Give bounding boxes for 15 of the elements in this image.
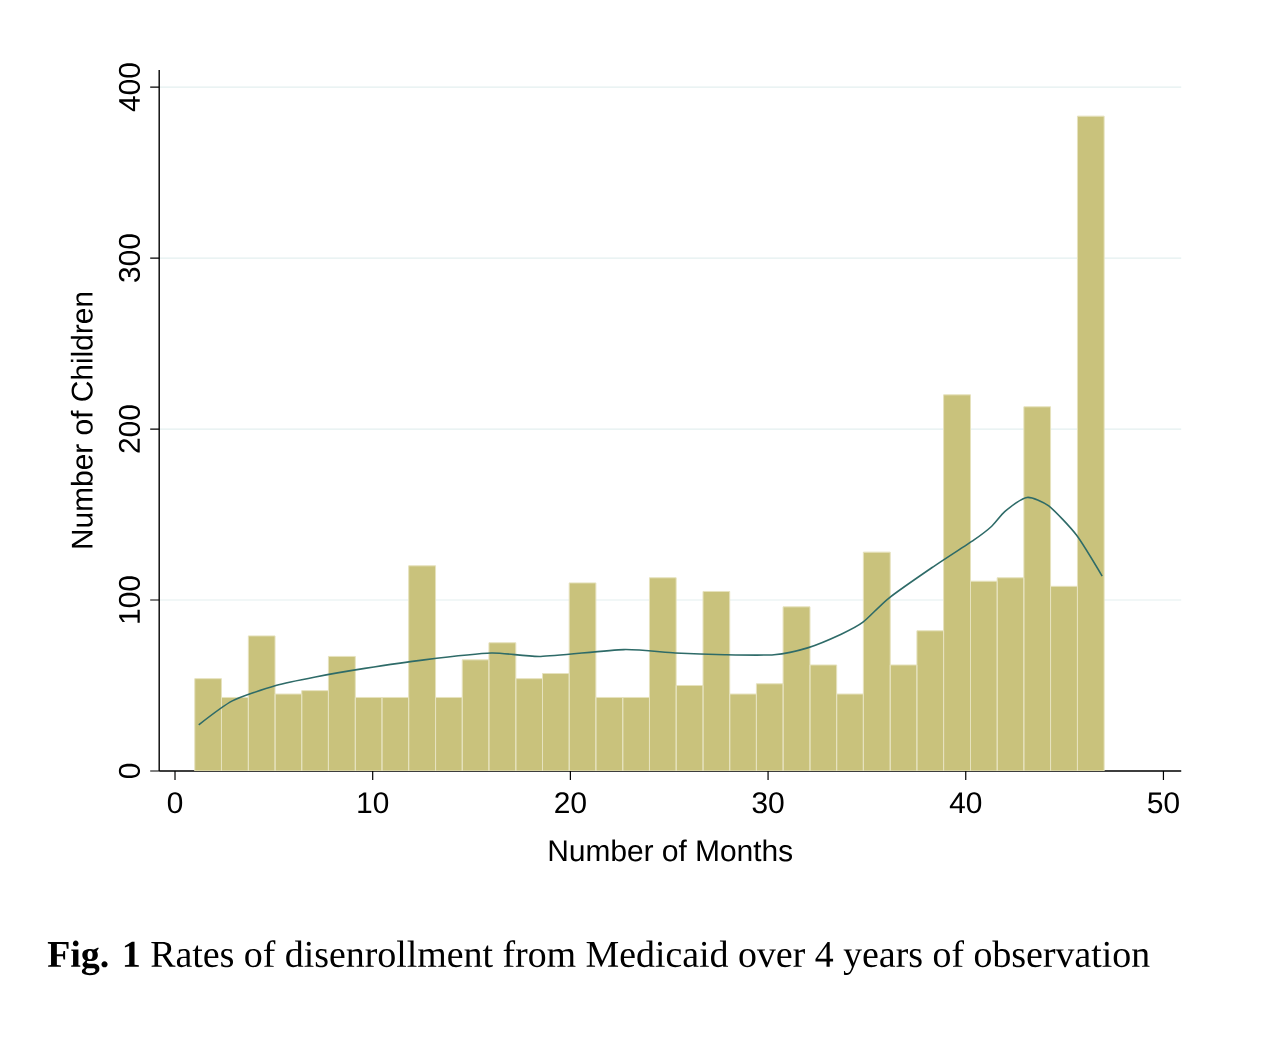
y-tick-label: 100: [118, 576, 141, 623]
y-tick-label: 400: [118, 63, 141, 112]
y-tick-label: 200: [118, 405, 141, 453]
x-tick-label: 10: [358, 792, 389, 814]
y-tick-label: 0: [118, 763, 141, 779]
y-tick-label: 300: [118, 234, 141, 282]
x-tick-label: 30: [752, 792, 784, 814]
x-tick-label: 0: [167, 792, 183, 814]
text: Fig. 1 Rates of disenrollment from Medicaid over 4 years of observation: [47, 940, 1150, 976]
x-tick-label: 40: [949, 792, 982, 814]
line-series: [197, 496, 1103, 726]
x-tick-label: 50: [1148, 792, 1179, 814]
x-tick-label: 20: [555, 792, 586, 814]
x-axis-title: Number of Months: [549, 839, 792, 862]
y-axis-title: Number of Children: [70, 292, 93, 548]
